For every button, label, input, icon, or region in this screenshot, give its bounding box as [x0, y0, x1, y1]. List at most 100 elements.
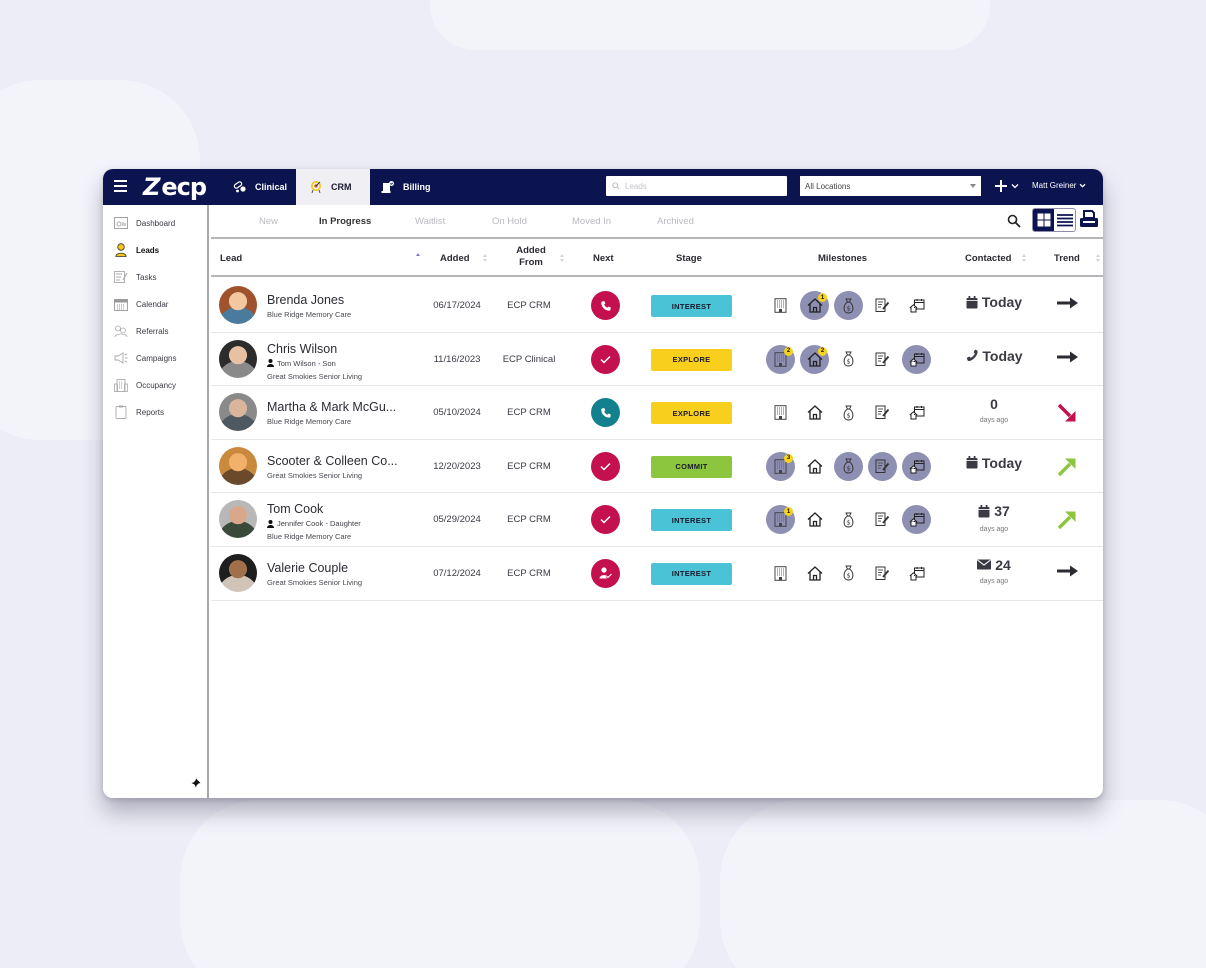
lead-name[interactable]: Brenda Jones: [267, 293, 345, 307]
next-action-button[interactable]: [591, 344, 620, 374]
nav-tab-clinical[interactable]: Clinical: [221, 169, 295, 205]
building-milestone-pending[interactable]: [766, 291, 795, 320]
lead-row[interactable]: Scooter & Colleen Co... Great Smokies Se…: [211, 440, 1103, 494]
lead-name[interactable]: Valerie Couple: [267, 560, 349, 575]
house-milestone-done[interactable]: 1: [800, 291, 829, 320]
next-action-button[interactable]: [591, 505, 620, 535]
sidebar-item-dashboard[interactable]: Dashboard: [114, 213, 204, 233]
stage-badge[interactable]: EXPLORE: [651, 402, 732, 425]
building-milestone-done[interactable]: 1: [766, 505, 795, 535]
sidebar-item-leads[interactable]: Leads: [114, 240, 204, 260]
nav-tab-billing[interactable]: Billing: [370, 169, 450, 205]
building-milestone-done[interactable]: 2: [766, 344, 795, 374]
move-in-date-milestone-pending[interactable]: [902, 398, 931, 427]
user-menu[interactable]: Matt Greiner: [1032, 181, 1086, 190]
sidebar-item-campaigns[interactable]: Campaigns: [114, 348, 204, 368]
tab-in-progress[interactable]: In Progress: [319, 216, 372, 227]
ecp-logo[interactable]: Zecp: [143, 173, 207, 201]
money-bag-milestone-pending[interactable]: $: [834, 559, 863, 588]
sort-icon[interactable]: [1022, 254, 1027, 263]
sort-icon[interactable]: [1096, 254, 1101, 263]
lead-name[interactable]: Scooter & Colleen Co...: [267, 453, 398, 468]
column-header-added[interactable]: Added: [440, 253, 470, 264]
house-milestone-pending[interactable]: [800, 559, 829, 588]
tab-on-hold[interactable]: On Hold: [492, 216, 527, 227]
column-header-lead[interactable]: Lead: [220, 253, 243, 264]
lead-name[interactable]: Chris Wilson: [267, 341, 338, 356]
sort-asc-icon[interactable]: [416, 253, 421, 262]
leads-search-input[interactable]: [625, 181, 775, 191]
contacted-value: 24: [995, 556, 1011, 573]
sidebar-item-reports[interactable]: Reports: [114, 402, 204, 422]
stage-badge[interactable]: INTEREST: [651, 295, 732, 317]
tab-moved-in[interactable]: Moved In: [572, 216, 612, 227]
stage-badge[interactable]: INTEREST: [651, 509, 732, 532]
house-milestone-pending[interactable]: [800, 505, 829, 534]
stage-badge[interactable]: EXPLORE: [651, 348, 732, 371]
contract-milestone-pending[interactable]: [868, 291, 897, 320]
tab-archived[interactable]: Archived: [657, 216, 694, 227]
lead-row[interactable]: Martha & Mark McGu... Blue Ridge Memory …: [211, 386, 1103, 440]
trend-flat-arrow-icon: [1057, 297, 1078, 309]
table-search-button[interactable]: [1007, 214, 1021, 228]
money-bag-milestone-done[interactable]: $: [834, 291, 863, 320]
sidebar-item-referrals[interactable]: Referrals: [114, 321, 204, 341]
lead-row[interactable]: Chris Wilson Tom Wilson - Son Great Smok…: [211, 333, 1103, 387]
sidebar-item-calendar[interactable]: Calendar: [114, 294, 204, 314]
nav-tab-crm[interactable]: CRM: [296, 169, 370, 205]
megaphone-icon: [114, 351, 128, 365]
move-in-date-milestone-pending[interactable]: [902, 291, 931, 320]
next-action-button[interactable]: [591, 451, 620, 481]
money-bag-milestone-pending[interactable]: $: [834, 398, 863, 427]
sidebar-item-occupancy[interactable]: Occupancy: [114, 375, 204, 395]
leads-search-box[interactable]: [606, 176, 787, 196]
contract-milestone-icon: [875, 512, 890, 527]
contract-milestone-pending[interactable]: [868, 345, 897, 374]
stage-badge[interactable]: COMMIT: [651, 455, 732, 478]
house-milestone-done[interactable]: 2: [800, 344, 829, 374]
hamburger-menu-icon[interactable]: [114, 180, 127, 194]
sidebar-item-tasks[interactable]: Tasks: [114, 267, 204, 287]
tab-waitlist[interactable]: Waitlist: [415, 216, 446, 227]
lead-name[interactable]: Tom Cook: [267, 502, 324, 517]
column-header-trend[interactable]: Trend: [1054, 253, 1080, 264]
sort-icon[interactable]: [483, 254, 488, 263]
house-milestone-pending[interactable]: [800, 452, 829, 481]
next-action-button[interactable]: [591, 291, 620, 320]
money-bag-milestone-pending[interactable]: $: [834, 345, 863, 374]
tab-new[interactable]: New: [259, 216, 279, 227]
money-bag-milestone-pending[interactable]: $: [834, 505, 863, 534]
next-action-button[interactable]: [591, 398, 620, 428]
building-milestone-done[interactable]: 3: [766, 451, 795, 481]
list-view-button[interactable]: [1054, 209, 1075, 231]
location-select[interactable]: All Locations: [800, 176, 981, 196]
lead-name[interactable]: Martha & Mark McGu...: [267, 400, 397, 415]
contract-milestone-pending[interactable]: [868, 398, 897, 427]
envelope-icon: [977, 559, 992, 570]
column-header-added-from[interactable]: Added From: [516, 245, 546, 268]
house-milestone-pending[interactable]: [800, 398, 829, 427]
building-milestone-pending[interactable]: [766, 559, 795, 588]
lead-row[interactable]: Tom Cook Jennifer Cook - Daughter Blue R…: [211, 493, 1103, 547]
lead-row[interactable]: Brenda Jones Blue Ridge Memory Care 06/1…: [211, 279, 1103, 333]
move-in-date-milestone-done[interactable]: [902, 451, 931, 481]
added-date: 05/29/2024: [433, 514, 481, 526]
lead-row[interactable]: Valerie Couple Great Smokies Senior Livi…: [211, 547, 1103, 601]
building-milestone-pending[interactable]: [766, 398, 795, 427]
pin-sidebar-icon[interactable]: [191, 775, 201, 788]
move-in-date-milestone-pending[interactable]: [902, 559, 931, 588]
column-header-contacted[interactable]: Contacted: [965, 253, 1012, 264]
add-new-button[interactable]: [994, 176, 1022, 196]
contract-milestone-pending[interactable]: [868, 559, 897, 588]
grid-view-button[interactable]: [1033, 209, 1054, 231]
contract-milestone-pending[interactable]: [868, 505, 897, 534]
next-action-button[interactable]: [591, 558, 620, 588]
stage-badge[interactable]: INTEREST: [651, 562, 732, 585]
money-bag-milestone-done[interactable]: $: [834, 451, 863, 481]
move-in-date-milestone-done[interactable]: [902, 505, 931, 535]
contacted-sub: days ago: [979, 578, 1009, 586]
move-in-date-milestone-done[interactable]: [902, 344, 931, 374]
contract-milestone-done[interactable]: [868, 451, 897, 481]
sort-icon[interactable]: [560, 254, 565, 263]
print-button[interactable]: [1079, 210, 1101, 230]
